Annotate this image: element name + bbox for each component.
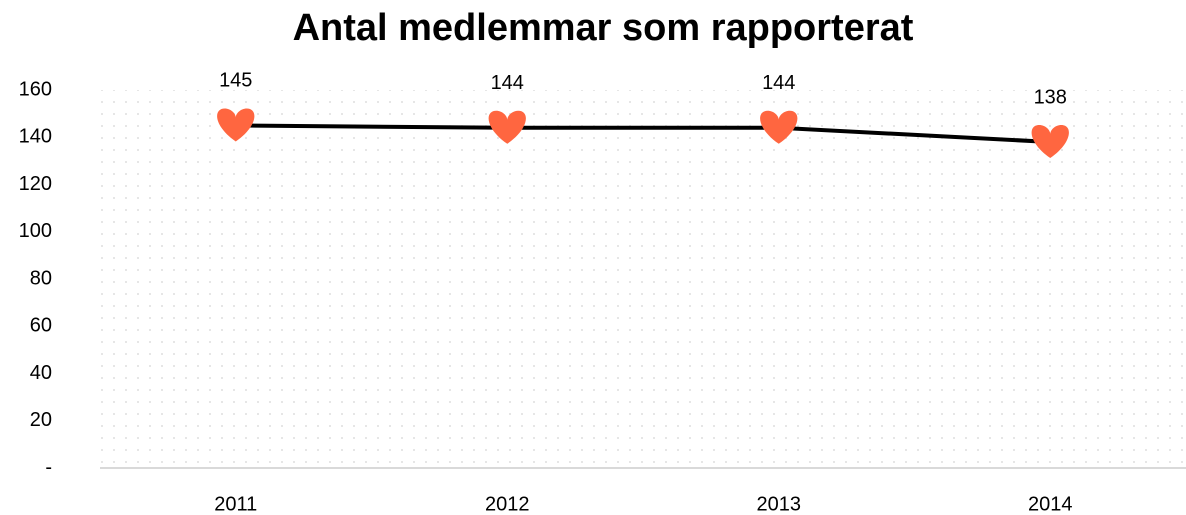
y-tick-label: 140 bbox=[19, 126, 52, 148]
heart-marker bbox=[1031, 124, 1069, 158]
data-label: 144 bbox=[762, 72, 795, 94]
y-tick-label: - bbox=[45, 456, 52, 478]
data-label: 144 bbox=[491, 72, 524, 94]
chart-title: Antal medlemmar som rapporterat bbox=[293, 7, 914, 49]
x-tick-label: 2011 bbox=[214, 493, 257, 515]
plot-background bbox=[100, 90, 1186, 468]
x-tick-label: 2013 bbox=[757, 493, 802, 515]
y-tick-label: 60 bbox=[30, 315, 52, 337]
x-tick-label: 2012 bbox=[485, 493, 530, 515]
y-tick-label: 40 bbox=[30, 362, 52, 384]
y-tick-label: 120 bbox=[19, 173, 52, 195]
y-tick-label: 100 bbox=[19, 220, 52, 242]
line bbox=[235, 123, 1051, 144]
y-tick-label: 80 bbox=[30, 267, 52, 289]
heart-marker bbox=[488, 110, 526, 144]
data-label: 138 bbox=[1034, 86, 1067, 108]
data-label: 145 bbox=[219, 70, 252, 92]
heart-marker bbox=[217, 108, 255, 142]
y-tick-label: 20 bbox=[30, 409, 52, 431]
x-tick-label: 2014 bbox=[1028, 493, 1073, 515]
y-tick-label: 160 bbox=[19, 78, 52, 100]
heart-marker bbox=[760, 110, 798, 144]
